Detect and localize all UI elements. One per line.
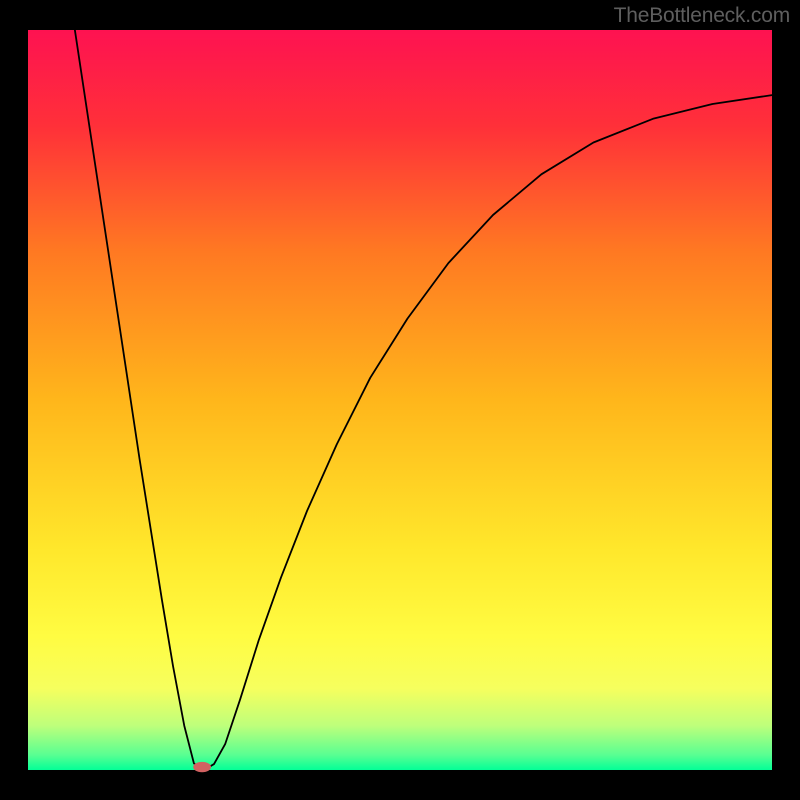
plot-background — [28, 30, 772, 770]
bottleneck-chart — [0, 0, 800, 800]
min-marker — [193, 762, 211, 772]
watermark-text: TheBottleneck.com — [614, 4, 790, 28]
chart-container: TheBottleneck.com — [0, 0, 800, 800]
